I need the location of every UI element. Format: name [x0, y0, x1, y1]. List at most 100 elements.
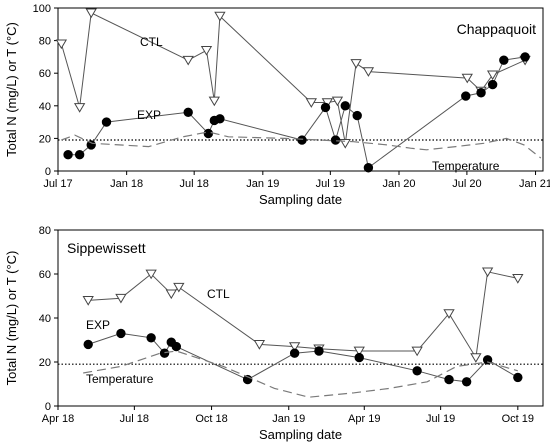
y-tick-label: 20: [39, 357, 51, 369]
y-tick-label: 40: [39, 101, 51, 113]
data-point: [331, 96, 344, 107]
x-tick-label: Apr 18: [42, 413, 74, 425]
data-point: [499, 55, 509, 65]
series-exp: EXP: [63, 52, 530, 173]
data-point: [314, 346, 324, 356]
x-tick-label: Jan 21: [519, 178, 550, 190]
x-tick-label: Jan 18: [110, 178, 143, 190]
series-label-exp: EXP: [137, 108, 161, 122]
data-point: [412, 366, 422, 376]
data-point: [183, 107, 193, 118]
data-point: [352, 110, 362, 121]
x-tick-label: Jul 19: [426, 413, 455, 425]
data-point: [74, 150, 85, 160]
data-point: [82, 296, 94, 306]
data-point: [513, 372, 523, 383]
x-tick-label: Jan 19: [246, 178, 279, 190]
panel-1: 0 20 40 60 80 Apr 18 Jul 18 Oct 18 Jan 19 Apr 19 J…: [4, 225, 544, 442]
y-tick-label: 0: [45, 401, 51, 413]
series-label-temperature: Temperature: [86, 372, 154, 386]
data-point: [350, 59, 362, 69]
data-point: [83, 339, 93, 350]
x-tick-label: Jul 18: [120, 413, 149, 425]
x-tick-label: Apr 19: [348, 413, 380, 425]
plot-frame: [57, 7, 544, 172]
data-point: [512, 274, 524, 284]
data-point: [320, 102, 331, 113]
data-point: [55, 39, 68, 50]
y-tick-label: 0: [45, 166, 51, 178]
series-label-temperature: Temperature: [432, 159, 500, 173]
data-point: [165, 289, 177, 300]
data-point: [362, 67, 375, 77]
x-tick-label: Oct 18: [195, 413, 227, 425]
y-axis-label: Total N (mg/L) or T (°C): [4, 22, 19, 157]
data-point: [146, 333, 156, 343]
data-point: [115, 293, 127, 304]
data-point: [214, 11, 226, 22]
x-axis-label: Sampling date: [259, 427, 342, 442]
data-point: [101, 117, 112, 127]
data-point: [443, 309, 455, 319]
data-point: [116, 328, 126, 339]
x-tick-label: Jul 19: [316, 178, 345, 190]
data-point: [461, 73, 473, 84]
y-tick-label: 100: [33, 3, 51, 15]
panel-0: 0 20 40 60 80 100 Jul 17 Jan 18 Jul 18 Jan 19 Jul …: [4, 3, 550, 207]
series-ctl: CTL: [82, 267, 524, 363]
data-point: [305, 98, 317, 108]
x-tick-label: Jan 20: [382, 178, 415, 190]
data-point: [444, 374, 454, 385]
y-axis-label: Total N (mg/L) or T (°C): [4, 251, 19, 386]
y-tick-label: 60: [39, 269, 51, 281]
data-point: [63, 150, 73, 160]
data-point: [288, 342, 301, 352]
data-point: [481, 267, 494, 278]
panel-title: Chappaquoit: [457, 21, 537, 37]
series-line-temperature: [61, 131, 542, 159]
x-tick-label: Oct 19: [502, 413, 534, 425]
panel-title: Sippewissett: [67, 240, 146, 256]
data-point: [253, 340, 266, 350]
data-point: [476, 88, 486, 98]
series-label-exp: EXP: [86, 318, 110, 332]
data-point: [487, 79, 498, 90]
x-tick-label: Jul 20: [452, 178, 481, 190]
data-point: [182, 55, 194, 66]
data-point: [486, 70, 499, 81]
data-point: [173, 282, 185, 293]
data-point: [353, 346, 365, 357]
data-point: [208, 96, 220, 107]
data-point: [145, 269, 157, 280]
data-point: [289, 348, 300, 358]
series-label-ctl: CTL: [140, 35, 163, 49]
series-temperature: Temperature: [61, 131, 542, 173]
data-point: [482, 355, 493, 365]
data-point: [461, 91, 471, 101]
series-label-ctl: CTL: [207, 287, 230, 301]
series-temperature: Temperature: [83, 350, 518, 398]
data-point: [340, 101, 350, 111]
data-point: [330, 135, 341, 145]
data-point: [411, 346, 423, 357]
data-point: [200, 46, 213, 56]
data-point: [354, 352, 364, 363]
y-tick-label: 80: [39, 225, 51, 237]
data-point: [215, 114, 225, 124]
series-exp: EXP: [83, 318, 523, 387]
y-tick-label: 80: [39, 36, 51, 48]
data-point: [363, 163, 374, 173]
data-point: [297, 135, 307, 145]
data-point: [203, 128, 214, 139]
data-point: [85, 8, 97, 19]
x-axis-label: Sampling date: [259, 192, 342, 207]
x-tick-label: Jan 19: [272, 413, 305, 425]
y-tick-label: 20: [39, 133, 51, 145]
data-point: [73, 103, 86, 113]
data-point: [470, 353, 482, 363]
data-point: [520, 52, 530, 62]
y-tick-label: 40: [39, 313, 51, 325]
series-line-ctl: [88, 271, 518, 360]
x-tick-label: Jul 17: [43, 178, 72, 190]
